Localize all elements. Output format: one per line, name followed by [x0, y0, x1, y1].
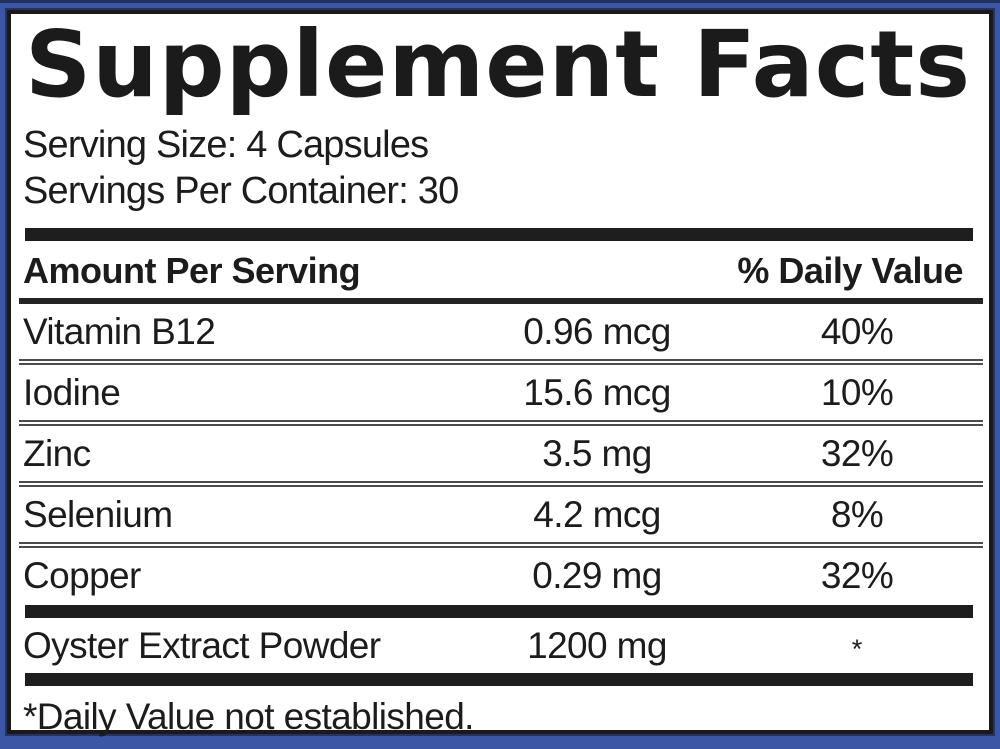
nutrient-row-iodine: Iodine 15.6 mcg 10% — [23, 365, 977, 420]
thick-divider-middle — [25, 604, 973, 618]
nutrient-daily-value: 40% — [820, 310, 894, 352]
nutrient-amount: 15.6 mcg — [523, 371, 671, 413]
nutrient-name: Copper — [23, 554, 141, 596]
row-separator — [19, 541, 983, 548]
serving-size-text: Serving Size: 4 Capsules — [23, 123, 429, 166]
serving-info: Serving Size: 4 Capsules Servings Per Co… — [23, 122, 977, 214]
thick-divider-top — [25, 227, 973, 241]
nutrient-name: Oyster Extract Powder — [23, 624, 381, 666]
row-separator — [19, 480, 983, 487]
nutrient-amount: 1200 mg — [527, 624, 667, 666]
nutrient-daily-value: 10% — [820, 371, 894, 413]
column-header-amount-per-serving: Amount Per Serving — [23, 249, 361, 291]
nutrient-name: Vitamin B12 — [23, 310, 216, 352]
nutrient-daily-value: 32% — [820, 554, 894, 596]
table-header-row: Amount Per Serving % Daily Value — [23, 241, 977, 298]
row-separator — [19, 358, 983, 365]
nutrient-row-zinc: Zinc 3.5 mg 32% — [23, 426, 977, 481]
panel-title: Supplement Facts — [25, 11, 971, 118]
nutrient-row-copper: Copper 0.29 mg 32% — [23, 548, 977, 603]
row-separator — [19, 419, 983, 426]
nutrient-daily-value-asterisk: * — [851, 633, 863, 664]
header-rule — [19, 297, 983, 304]
nutrient-amount: 4.2 mcg — [533, 493, 661, 535]
nutrient-daily-value: 32% — [820, 432, 894, 474]
nutrient-name: Selenium — [23, 493, 173, 535]
servings-per-container-text: Servings Per Container: 30 — [23, 169, 459, 212]
nutrient-name: Iodine — [23, 371, 121, 413]
thick-divider-bottom — [25, 672, 973, 686]
nutrient-amount: 0.96 mcg — [523, 310, 671, 352]
nutrient-row-vitamin-b12: Vitamin B12 0.96 mcg 40% — [23, 304, 977, 359]
nutrient-amount: 0.29 mg — [532, 554, 662, 596]
nutrient-amount: 3.5 mg — [542, 432, 652, 474]
nutrient-daily-value: 8% — [830, 493, 884, 535]
nutrient-row-selenium: Selenium 4.2 mcg 8% — [23, 487, 977, 542]
column-header-daily-value: % Daily Value — [737, 249, 963, 291]
nutrient-row-oyster-extract: Oyster Extract Powder 1200 mg * — [23, 618, 977, 673]
supplement-facts-panel: Supplement Facts Serving Size: 4 Capsule… — [7, 10, 993, 737]
daily-value-footnote: *Daily Value not established. — [23, 695, 474, 737]
nutrient-name: Zinc — [23, 432, 91, 474]
